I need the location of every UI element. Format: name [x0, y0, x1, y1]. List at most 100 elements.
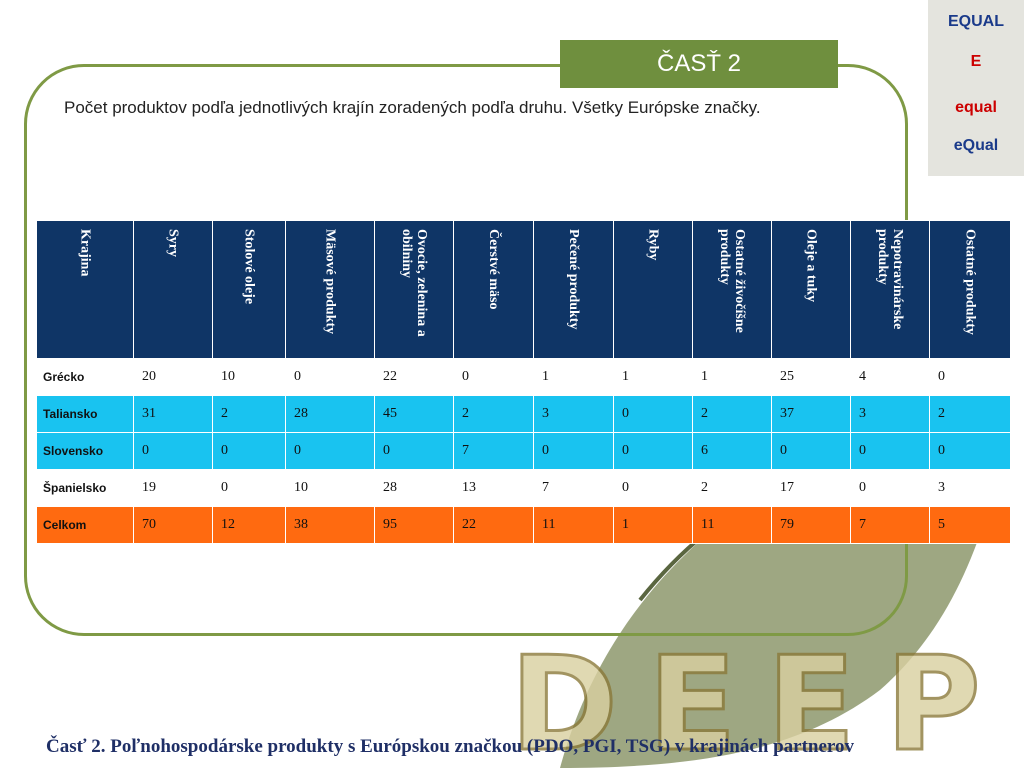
logo: eQual [953, 137, 999, 154]
header-text: Ovocie, zelenina a obilniny [399, 229, 429, 337]
cell: 7 [850, 506, 930, 544]
cell: 79 [771, 506, 851, 544]
cell: 0 [133, 432, 213, 470]
cell: 22 [453, 506, 534, 544]
logo: EQUAL [948, 13, 1004, 30]
header-text: Krajina [77, 229, 93, 277]
row-label: Grécko [36, 358, 134, 396]
cell: 2 [453, 395, 534, 433]
row-label: Celkom [36, 506, 134, 544]
cell: 2 [212, 395, 286, 433]
table: Krajina Syry Stolové oleje Mäsové produkty O… [36, 220, 1011, 544]
cell: 3 [929, 469, 1011, 507]
header-cell: Mäsové produkty [285, 220, 375, 359]
cell: 0 [850, 469, 930, 507]
header-cell: Nepotravinárske produkty [850, 220, 930, 359]
header-row: Krajina Syry Stolové oleje Mäsové produkty O… [36, 220, 1011, 359]
cell: 31 [133, 395, 213, 433]
header-cell: Stolové oleje [212, 220, 286, 359]
cell: 95 [374, 506, 454, 544]
cell: 6 [692, 432, 772, 470]
header-cell: Ovocie, zelenina a obilniny [374, 220, 454, 359]
cell: 0 [771, 432, 851, 470]
header-text: Syry [165, 229, 181, 257]
cell: 0 [285, 432, 375, 470]
header-cell: Syry [133, 220, 213, 359]
cell: 0 [613, 395, 693, 433]
cell: 70 [133, 506, 213, 544]
header-cell: Oleje a tuky [771, 220, 851, 359]
cell: 13 [453, 469, 534, 507]
row-label: Slovensko [36, 432, 134, 470]
cell: 2 [692, 395, 772, 433]
cell: 1 [613, 358, 693, 396]
header-text: Ryby [645, 229, 661, 261]
header-text: Ostatné živočíšne produkty [717, 229, 747, 333]
cell: 0 [613, 432, 693, 470]
cell: 0 [212, 432, 286, 470]
cell: 11 [533, 506, 614, 544]
cell: 19 [133, 469, 213, 507]
cell: 0 [929, 432, 1011, 470]
logo: E [970, 53, 982, 70]
table-row: Taliansko 31 2 28 45 2 3 0 2 37 3 2 [36, 395, 1011, 433]
header-cell: Ostatné živočíšne produkty [692, 220, 772, 359]
watermark: DEEP [509, 627, 1011, 780]
cell: 10 [285, 469, 375, 507]
cell: 3 [533, 395, 614, 433]
logos: EQUAL E equal eQual [928, 0, 1024, 176]
cell: 28 [285, 395, 375, 433]
cell: 2 [692, 469, 772, 507]
table-row: Grécko 20 10 0 22 0 1 1 1 25 4 0 [36, 358, 1011, 396]
cell: 0 [533, 432, 614, 470]
cell: 0 [850, 432, 930, 470]
footer-title: Časť 2. Poľnohospodárske produkty s Euró… [46, 736, 854, 757]
header-text: Nepotravinárske produkty [875, 229, 905, 330]
header-cell: Krajina [36, 220, 134, 359]
cell: 2 [929, 395, 1011, 433]
cell: 7 [453, 432, 534, 470]
cell: 10 [212, 358, 286, 396]
cell: 22 [374, 358, 454, 396]
header-cell: Ostatné produkty [929, 220, 1011, 359]
cell: 20 [133, 358, 213, 396]
logo: equal [955, 99, 997, 116]
header-text: Mäsové produkty [322, 229, 338, 335]
row-label: Taliansko [36, 395, 134, 433]
cell: 0 [212, 469, 286, 507]
cell: 1 [533, 358, 614, 396]
cell: 0 [929, 358, 1011, 396]
header-cell: Čerstvé mäso [453, 220, 534, 359]
cell: 17 [771, 469, 851, 507]
cell: 3 [850, 395, 930, 433]
table-row: Španielsko 19 0 10 28 13 7 0 2 17 0 3 [36, 469, 1011, 507]
cell: 0 [613, 469, 693, 507]
header-text: Oleje a tuky [803, 229, 819, 303]
cell: 7 [533, 469, 614, 507]
cell: 1 [692, 358, 772, 396]
cell: 0 [374, 432, 454, 470]
header-cell: Ryby [613, 220, 693, 359]
row-label: Španielsko [36, 469, 134, 507]
section-tab: ČASŤ 2 [560, 40, 838, 88]
subtitle: Počet produktov podľa jednotlivých krají… [64, 98, 761, 117]
header-text: Pečené produkty [566, 229, 581, 330]
cell: 38 [285, 506, 375, 544]
cell: 45 [374, 395, 454, 433]
cell: 0 [285, 358, 375, 396]
cell: 4 [850, 358, 930, 396]
header-text: Ostatné produkty [962, 229, 978, 335]
cell: 37 [771, 395, 851, 433]
cell: 1 [613, 506, 693, 544]
cell: 0 [453, 358, 534, 396]
cell: 28 [374, 469, 454, 507]
cell: 11 [692, 506, 772, 544]
cell: 5 [929, 506, 1011, 544]
cell: 12 [212, 506, 286, 544]
table-row: Slovensko 0 0 0 0 7 0 0 6 0 0 0 [36, 432, 1011, 470]
header-text: Stolové oleje [241, 229, 257, 305]
header-text: Čerstvé mäso [486, 229, 501, 310]
header-cell: Pečené produkty [533, 220, 614, 359]
cell: 25 [771, 358, 851, 396]
